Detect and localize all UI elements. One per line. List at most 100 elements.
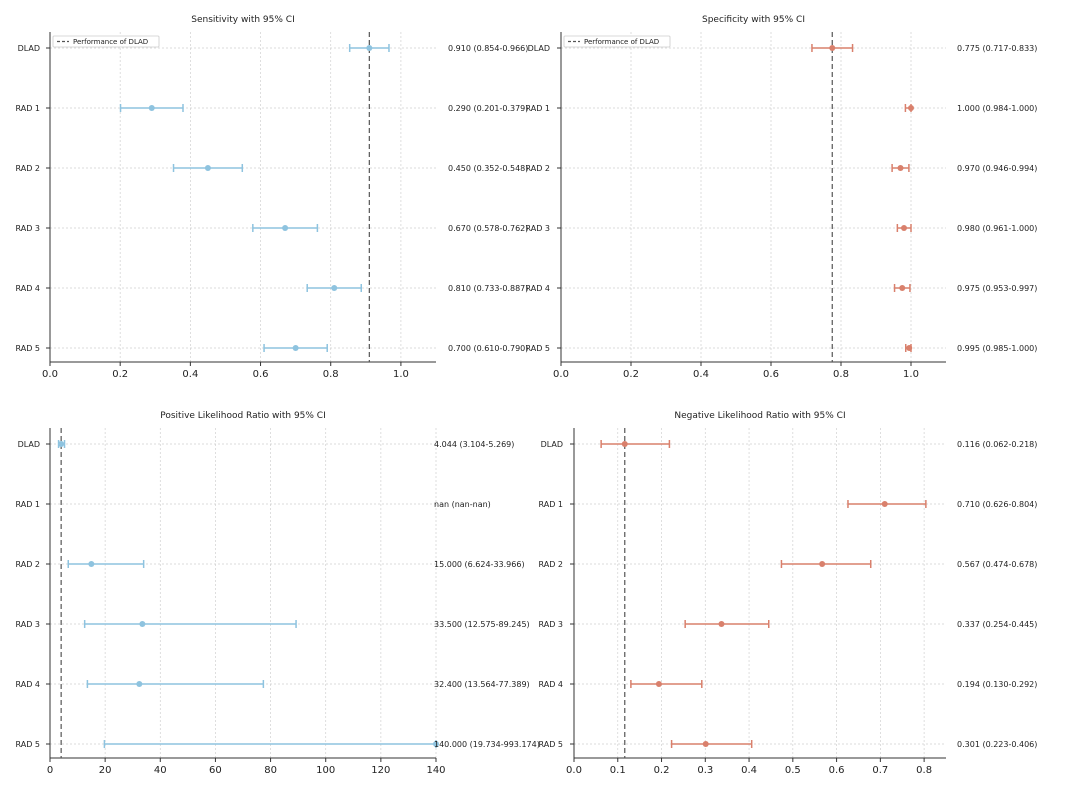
x-tick-label: 0.2	[654, 765, 670, 776]
value-label: nan (nan-nan)	[434, 500, 491, 509]
x-tick-label: 0.8	[833, 369, 849, 380]
y-tick-label: RAD 5	[16, 740, 41, 749]
value-label: 33.500 (12.575-89.245)	[434, 620, 530, 629]
x-tick-label: 0.4	[693, 369, 709, 380]
data-point	[901, 225, 907, 231]
value-label: 32.400 (13.564-77.389)	[434, 680, 530, 689]
value-label: 0.290 (0.201-0.379)	[448, 104, 528, 113]
y-tick-label: RAD 4	[16, 284, 41, 293]
y-tick-label: RAD 1	[526, 104, 551, 113]
data-point	[204, 165, 211, 171]
x-tick-label: 0	[47, 765, 53, 776]
data-point	[881, 501, 888, 507]
data-point	[292, 345, 299, 351]
y-tick-label: RAD 3	[16, 620, 41, 629]
data-point	[897, 165, 904, 171]
data-point	[899, 285, 906, 291]
data-point	[282, 225, 289, 231]
y-tick-label: RAD 2	[526, 164, 551, 173]
data-point	[331, 285, 338, 291]
y-tick-label: RAD 4	[16, 680, 41, 689]
value-label: 0.910 (0.854-0.966)	[448, 44, 528, 53]
chart-panel-1: Sensitivity with 95% CI 0.0 0.2 0.4 0.6 0.8 1.…	[16, 15, 529, 380]
data-point	[148, 105, 155, 111]
y-tick-label: RAD 2	[539, 560, 564, 569]
value-label: 0.670 (0.578-0.762)	[448, 224, 528, 233]
value-label: 1.000 (0.984-1.000)	[957, 104, 1037, 113]
value-label: 0.810 (0.733-0.887)	[448, 284, 528, 293]
value-label: 0.301 (0.223-0.406)	[957, 740, 1037, 749]
chart-panel-4: Negative Likelihood Ratio with 95% CI 0.0…	[539, 411, 1038, 776]
y-tick-label: RAD 5	[526, 344, 551, 353]
y-tick-label: DLAD	[18, 44, 40, 53]
y-tick-label: RAD 5	[16, 344, 41, 353]
chart-title: Negative Likelihood Ratio with 95% CI	[674, 411, 845, 421]
legend-label: Performance of DLAD	[73, 38, 148, 46]
legend-box	[563, 35, 671, 48]
chart-title: Specificity with 95% CI	[702, 15, 805, 25]
y-tick-label: RAD 1	[539, 500, 564, 509]
data-point	[88, 561, 95, 567]
value-label: 0.710 (0.626-0.804)	[957, 500, 1037, 509]
value-label: 0.567 (0.474-0.678)	[957, 560, 1037, 569]
x-tick-label: 1.0	[393, 369, 409, 380]
value-label: 140.000 (19.734-993.174)	[434, 740, 540, 749]
value-label: 0.980 (0.961-1.000)	[957, 224, 1037, 233]
value-label: 0.450 (0.352-0.548)	[448, 164, 528, 173]
data-point	[829, 45, 836, 51]
data-point	[819, 561, 826, 567]
y-tick-label: DLAD	[528, 44, 550, 53]
data-point	[139, 621, 146, 627]
value-label: 0.975 (0.953-0.997)	[957, 284, 1037, 293]
y-tick-label: RAD 3	[539, 620, 564, 629]
y-tick-label: RAD 2	[16, 560, 41, 569]
y-tick-label: RAD 3	[16, 224, 41, 233]
y-tick-label: RAD 1	[16, 500, 41, 509]
x-tick-label: 0.1	[610, 765, 626, 776]
value-label: 0.775 (0.717-0.833)	[957, 44, 1037, 53]
y-tick-label: RAD 4	[526, 284, 551, 293]
value-label: 0.116 (0.062-0.218)	[957, 440, 1037, 449]
chart-title: Sensitivity with 95% CI	[191, 15, 294, 25]
x-tick-label: 20	[99, 765, 112, 776]
y-tick-label: RAD 1	[16, 104, 41, 113]
x-tick-label: 0.8	[916, 765, 932, 776]
x-tick-label: 0.6	[763, 369, 779, 380]
x-tick-label: 0.7	[872, 765, 888, 776]
value-label: 0.194 (0.130-0.292)	[957, 680, 1037, 689]
value-label: 0.337 (0.254-0.445)	[957, 620, 1037, 629]
x-tick-label: 60	[209, 765, 222, 776]
value-label: 4.044 (3.104-5.269)	[434, 440, 514, 449]
value-label: 0.970 (0.946-0.994)	[957, 164, 1037, 173]
x-tick-label: 140	[426, 765, 445, 776]
value-label: 15.000 (6.624-33.966)	[434, 560, 525, 569]
y-tick-label: DLAD	[18, 440, 40, 449]
data-point	[621, 441, 628, 447]
x-tick-label: 120	[371, 765, 390, 776]
x-tick-label: 0.4	[182, 369, 198, 380]
data-point	[136, 681, 143, 687]
value-label: 0.995 (0.985-1.000)	[957, 344, 1037, 353]
legend-box	[52, 35, 160, 48]
chart-panel-2: Specificity with 95% CI 0.0 0.2 0.4 0.6 0.8 1.…	[526, 15, 1038, 380]
chart-panel-3: Positive Likelihood Ratio with 95% CI 0 20…	[16, 411, 540, 776]
x-tick-label: 80	[264, 765, 277, 776]
data-point	[906, 345, 913, 351]
x-tick-label: 0.6	[253, 369, 269, 380]
data-point	[433, 741, 439, 747]
data-point	[702, 741, 709, 747]
x-tick-label: 0.8	[323, 369, 339, 380]
data-point	[655, 681, 662, 687]
x-tick-label: 0.2	[623, 369, 639, 380]
y-tick-label: RAD 5	[539, 740, 564, 749]
x-tick-label: 0.2	[112, 369, 128, 380]
x-tick-label: 0.6	[829, 765, 845, 776]
data-point	[58, 441, 65, 447]
data-point	[908, 105, 914, 111]
data-point	[366, 45, 373, 51]
x-tick-label: 1.0	[903, 369, 919, 380]
y-tick-label: RAD 2	[16, 164, 41, 173]
x-tick-label: 0.4	[741, 765, 757, 776]
y-tick-label: RAD 4	[539, 680, 564, 689]
